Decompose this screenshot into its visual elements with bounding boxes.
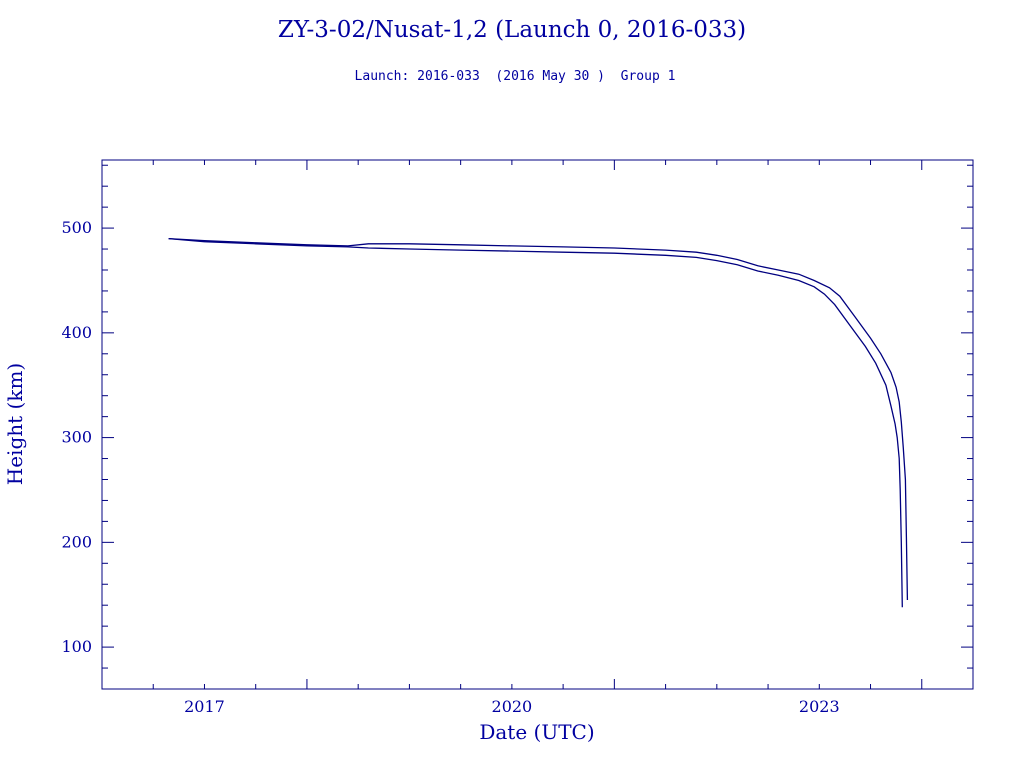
y-tick-label: 300 [61,428,92,447]
y-tick-label: 400 [61,323,92,342]
chart-subtitle: Launch: 2016-033 (2016 May 30 ) Group 1 [355,69,676,84]
series-group [168,237,909,608]
y-axis-label: Height (km) [3,363,27,485]
y-tick-label: 500 [61,218,92,237]
y-tick-labels: 100 200 300 400 500 [61,218,92,656]
x-tick-label: 2023 [799,697,840,716]
x-axis-label: Date (UTC) [479,720,594,744]
y-ticks [102,164,973,669]
series-line [168,237,909,601]
x-tick-label: 2020 [492,697,533,716]
x-tick-labels: 2017 2020 2023 [184,697,840,716]
y-tick-label: 200 [61,532,92,551]
plot-frame [101,159,974,690]
y-tick-label: 100 [61,637,92,656]
chart-title: ZY-3-02/Nusat-1,2 (Launch 0, 2016-033) [278,17,746,43]
x-ticks [101,160,974,689]
x-tick-label: 2017 [184,697,225,716]
series-line [168,237,903,608]
